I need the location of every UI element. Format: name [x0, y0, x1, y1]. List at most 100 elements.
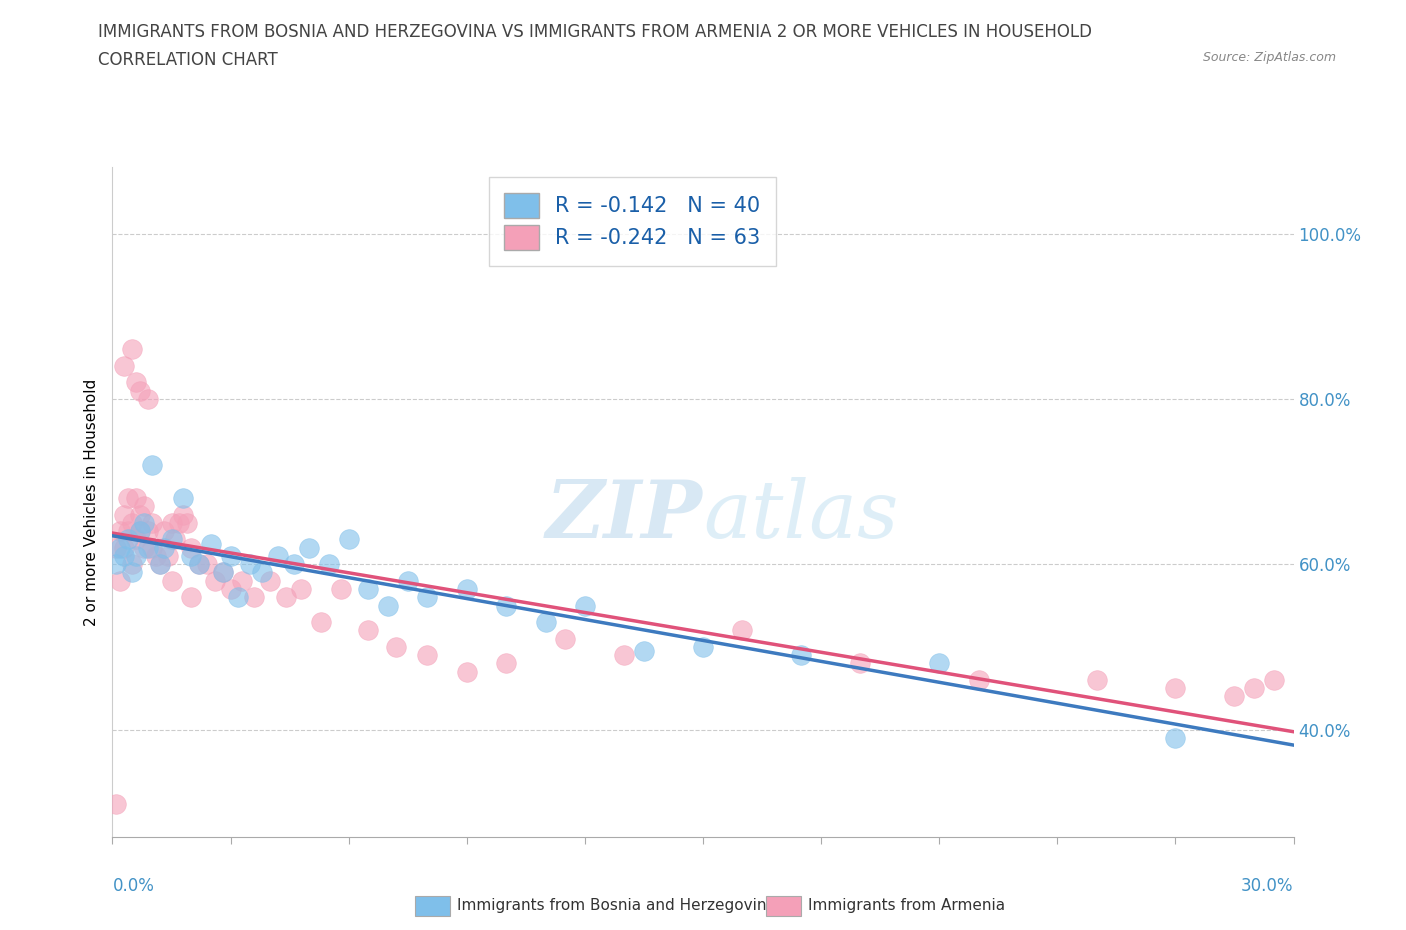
Point [188, 557, 211, 572]
Point [259, 573, 281, 588]
Point [1223, 689, 1246, 704]
Point [112, 540, 135, 555]
Point [129, 383, 152, 398]
Point [231, 573, 253, 588]
Point [357, 623, 380, 638]
Point [1243, 681, 1265, 696]
Point [145, 549, 167, 564]
Point [1263, 672, 1285, 687]
Point [121, 557, 143, 572]
Point [169, 515, 191, 530]
Text: Source: ZipAtlas.com: Source: ZipAtlas.com [1202, 51, 1336, 64]
Point [377, 598, 399, 613]
Point [456, 664, 478, 679]
Point [1164, 681, 1187, 696]
Point [112, 549, 135, 564]
Point [172, 491, 194, 506]
Point [149, 557, 172, 572]
Point [633, 644, 655, 658]
Point [290, 581, 312, 596]
Point [574, 598, 596, 613]
Point [195, 557, 218, 572]
Point [112, 358, 135, 373]
Y-axis label: 2 or more Vehicles in Household: 2 or more Vehicles in Household [83, 379, 98, 626]
Point [554, 631, 576, 646]
Point [329, 581, 352, 596]
Point [136, 540, 159, 555]
Point [228, 590, 250, 604]
Point [141, 540, 163, 555]
Point [200, 536, 222, 551]
Point [125, 491, 148, 506]
Point [357, 581, 380, 596]
Point [132, 540, 155, 555]
Point [967, 672, 990, 687]
Point [188, 557, 211, 572]
Point [117, 532, 139, 547]
Point [141, 458, 163, 472]
Point [160, 532, 183, 547]
Point [121, 342, 143, 357]
Text: IMMIGRANTS FROM BOSNIA AND HERZEGOVINA VS IMMIGRANTS FROM ARMENIA 2 OR MORE VEHI: IMMIGRANTS FROM BOSNIA AND HERZEGOVINA V… [98, 23, 1092, 41]
Point [180, 540, 202, 555]
Point [849, 656, 872, 671]
Text: 0.0%: 0.0% [112, 877, 155, 896]
Text: Immigrants from Armenia: Immigrants from Armenia [808, 898, 1005, 913]
Text: Immigrants from Bosnia and Herzegovina: Immigrants from Bosnia and Herzegovina [457, 898, 776, 913]
Point [613, 647, 636, 662]
Point [211, 565, 233, 580]
Point [416, 647, 439, 662]
Point [176, 515, 198, 530]
Point [385, 640, 408, 655]
Point [105, 540, 128, 555]
Point [132, 515, 155, 530]
Point [129, 524, 152, 538]
Point [1164, 730, 1187, 745]
Point [160, 573, 183, 588]
Point [125, 549, 148, 564]
Point [309, 615, 332, 630]
Text: atlas: atlas [703, 477, 898, 554]
Point [129, 507, 152, 522]
Point [110, 540, 132, 555]
Point [243, 590, 266, 604]
Point [112, 507, 135, 522]
Point [239, 557, 262, 572]
Point [211, 565, 233, 580]
Point [456, 581, 478, 596]
Point [495, 598, 517, 613]
Point [250, 565, 273, 580]
Point [219, 581, 242, 596]
Point [298, 540, 321, 555]
Point [165, 532, 187, 547]
Point [692, 640, 714, 655]
Point [121, 565, 143, 580]
Point [152, 524, 174, 538]
Point [117, 524, 139, 538]
Point [267, 549, 290, 564]
Point [141, 515, 163, 530]
Point [110, 524, 132, 538]
Point [136, 392, 159, 406]
Point [283, 557, 305, 572]
Point [1085, 672, 1108, 687]
Point [152, 540, 174, 555]
Point [928, 656, 950, 671]
Point [790, 647, 813, 662]
Point [274, 590, 297, 604]
Point [105, 796, 128, 811]
Point [129, 524, 152, 538]
Point [337, 532, 360, 547]
Point [396, 573, 419, 588]
Point [204, 573, 226, 588]
Point [180, 549, 202, 564]
Point [172, 507, 194, 522]
Point [125, 375, 148, 390]
Point [534, 615, 557, 630]
Point [180, 590, 202, 604]
Point [318, 557, 340, 572]
Point [136, 524, 159, 538]
Text: CORRELATION CHART: CORRELATION CHART [98, 51, 278, 69]
Point [110, 573, 132, 588]
Point [495, 656, 517, 671]
